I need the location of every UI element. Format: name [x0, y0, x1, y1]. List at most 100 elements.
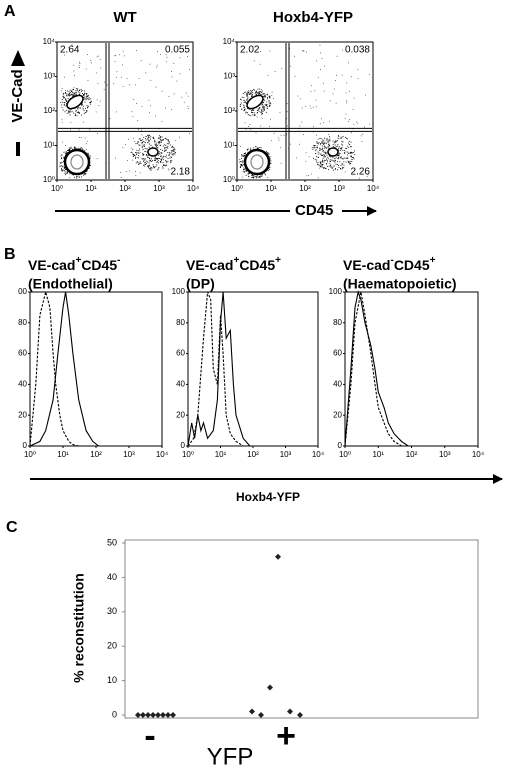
dot [310, 85, 312, 87]
dot [286, 111, 288, 113]
dot [138, 152, 140, 154]
dot [68, 148, 70, 150]
dot [299, 98, 301, 100]
dot [246, 98, 248, 100]
dot [343, 164, 345, 166]
dot [159, 141, 161, 143]
dot [74, 146, 76, 148]
dot [348, 147, 350, 149]
dot [186, 47, 188, 49]
dot [187, 95, 189, 97]
dot [244, 100, 245, 102]
dot [150, 166, 152, 168]
dot [65, 89, 66, 91]
dot [345, 151, 347, 153]
dot [256, 112, 258, 114]
dot [345, 157, 347, 159]
dot [80, 90, 82, 92]
y-tick-label: 10² [223, 106, 235, 115]
dot [137, 141, 139, 143]
dot [242, 160, 244, 162]
dot [254, 114, 256, 116]
dot [309, 105, 311, 107]
dot [255, 90, 257, 92]
dot [62, 96, 64, 98]
dot [69, 89, 71, 91]
dot [334, 161, 336, 163]
dot [329, 162, 331, 164]
dot [170, 161, 172, 163]
dot [322, 148, 323, 150]
dot [294, 75, 296, 77]
dot [267, 153, 269, 155]
dot [86, 96, 88, 98]
dot [160, 158, 162, 160]
dot [150, 160, 151, 162]
dot [83, 94, 85, 96]
dot [315, 146, 317, 148]
title-part: - [390, 255, 393, 266]
dot [135, 143, 137, 145]
dot [320, 68, 321, 70]
dot [326, 159, 328, 161]
dot [242, 176, 244, 178]
dot [85, 149, 87, 150]
dot [86, 93, 88, 95]
dot [84, 173, 86, 175]
dot [316, 161, 318, 163]
dot [165, 149, 166, 151]
dot [69, 110, 71, 112]
dot [160, 144, 162, 146]
dot [337, 169, 339, 171]
dot [252, 108, 254, 110]
dot [67, 94, 69, 96]
dot [70, 129, 71, 131]
dot [160, 160, 162, 162]
dot [325, 153, 327, 155]
dot [262, 173, 263, 175]
dot [325, 168, 326, 169]
dot [348, 163, 350, 165]
dot [65, 100, 67, 101]
dot [171, 146, 173, 148]
y-tick-label: 100 [329, 287, 343, 296]
dot [167, 168, 169, 170]
dot [64, 92, 66, 94]
dot [97, 133, 98, 134]
dot [256, 93, 257, 95]
dot [313, 157, 314, 159]
dot [240, 161, 242, 162]
dot [329, 140, 331, 142]
dot [323, 168, 325, 170]
dot [147, 165, 149, 167]
dot [72, 95, 74, 97]
dot [348, 152, 349, 154]
dot [340, 164, 342, 166]
dot [342, 141, 344, 143]
dot [73, 146, 75, 148]
dot [143, 144, 145, 146]
histogram-line [344, 289, 409, 447]
dot [320, 118, 322, 120]
dot [347, 157, 349, 159]
dot [147, 166, 149, 168]
dot [266, 107, 268, 109]
dot [158, 152, 160, 154]
dot [136, 50, 137, 52]
dot [160, 54, 161, 56]
histogram-line [187, 291, 244, 447]
dot [244, 152, 246, 154]
dot [247, 112, 248, 114]
dot [328, 155, 330, 157]
dot [308, 156, 310, 157]
dot [338, 150, 340, 152]
dot [262, 103, 264, 105]
dot [65, 153, 67, 155]
dot [261, 113, 263, 115]
dot [172, 150, 174, 152]
dot [62, 165, 64, 167]
dot [250, 128, 252, 130]
dot [78, 177, 80, 179]
dot [325, 151, 327, 153]
dot [78, 112, 80, 114]
